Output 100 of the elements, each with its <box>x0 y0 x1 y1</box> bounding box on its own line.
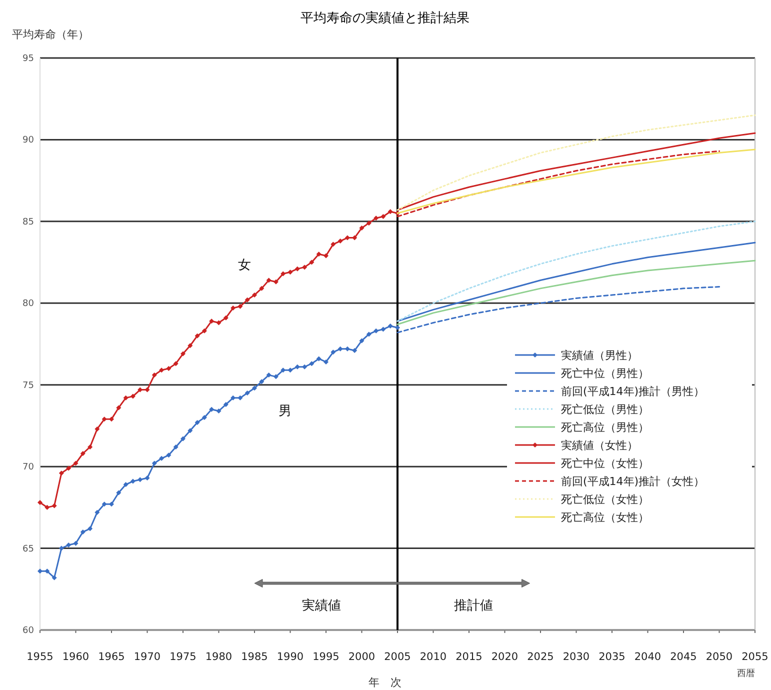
point <box>123 482 128 488</box>
point <box>359 225 364 230</box>
point <box>102 416 107 422</box>
point <box>138 477 143 482</box>
x-tick-label: 2010 <box>420 651 447 663</box>
x-tick-label: 1960 <box>62 651 90 663</box>
legend-label: 前回(平成14年)推計（男性） <box>561 385 705 398</box>
x-tick-label: 1980 <box>205 651 232 663</box>
point <box>88 444 93 450</box>
x-tick-label: 2035 <box>598 651 626 663</box>
y-tick-label: 85 <box>22 217 34 228</box>
point <box>38 568 42 574</box>
point <box>338 346 343 352</box>
point <box>44 504 50 510</box>
point <box>166 452 172 458</box>
point <box>259 286 264 291</box>
point <box>94 510 100 515</box>
point <box>173 361 178 366</box>
point <box>188 343 193 348</box>
point <box>216 320 222 326</box>
point <box>159 456 164 461</box>
x-tick-label: 2025 <box>527 651 554 663</box>
annotation: 男 <box>278 404 292 419</box>
point <box>380 214 386 220</box>
point <box>166 366 172 372</box>
point <box>52 503 57 508</box>
x-tick-label: 1970 <box>134 651 161 663</box>
point <box>302 264 308 270</box>
x-tick-label: 2020 <box>491 651 518 663</box>
point <box>309 260 314 265</box>
point <box>273 279 278 284</box>
point <box>109 502 114 507</box>
point <box>194 420 200 425</box>
legend-label: 死亡低位（男性） <box>561 403 649 416</box>
point <box>302 364 308 370</box>
annotation: 推計値 <box>454 598 493 614</box>
point <box>388 324 393 329</box>
chart-title: 平均寿命の実績値と推計結果 <box>300 10 470 26</box>
point <box>288 368 293 373</box>
point <box>52 575 57 580</box>
y-tick-label: 65 <box>22 544 34 554</box>
point <box>359 338 364 344</box>
x-tick-label: 2050 <box>706 651 733 663</box>
legend-label: 死亡中位（女性） <box>561 457 649 470</box>
point <box>380 326 386 332</box>
legend-label: 死亡中位（男性） <box>561 367 649 380</box>
point <box>116 490 122 496</box>
point <box>209 406 214 412</box>
y-tick-label: 75 <box>22 380 34 391</box>
point <box>324 253 328 258</box>
point <box>238 304 243 309</box>
point <box>352 348 358 354</box>
point <box>66 466 72 471</box>
point <box>252 292 257 298</box>
point <box>116 405 122 410</box>
point <box>73 540 78 546</box>
legend-label: 死亡高位（男性） <box>561 421 649 434</box>
point <box>388 209 393 214</box>
point <box>88 526 93 532</box>
point <box>280 271 286 276</box>
point <box>130 394 136 399</box>
point <box>58 470 64 476</box>
y-tick-label: 90 <box>22 136 34 146</box>
point <box>374 216 379 221</box>
point <box>223 315 228 320</box>
point <box>252 386 257 391</box>
point <box>366 332 372 337</box>
x-tick-label: 1955 <box>26 651 54 663</box>
y-axis-title: 平均寿命（年） <box>12 28 89 41</box>
legend-label: 死亡低位（女性） <box>561 493 649 506</box>
y-tick-label: 70 <box>22 462 34 473</box>
point <box>294 266 300 272</box>
annotation: 実績値 <box>302 597 342 614</box>
point <box>180 436 186 442</box>
x-tick-label: 1990 <box>276 651 304 663</box>
x-tick-label: 2055 <box>742 651 768 663</box>
annotation: 女 <box>238 258 251 273</box>
x-axis-title: 年 次 <box>368 676 402 689</box>
point <box>374 328 379 334</box>
point <box>288 270 293 275</box>
x-tick-label: 1985 <box>241 651 268 663</box>
point <box>294 364 300 370</box>
point <box>266 372 272 378</box>
x-tick-label: 1975 <box>170 651 196 663</box>
point <box>244 390 250 396</box>
y-tick-label: 60 <box>22 626 34 636</box>
point <box>330 242 336 247</box>
legend-label: 実績値（男性） <box>561 349 638 362</box>
point <box>152 460 157 466</box>
point <box>338 238 343 244</box>
point <box>395 325 400 330</box>
point <box>202 415 207 420</box>
point <box>223 402 228 407</box>
x-tick-label: 1965 <box>98 651 125 663</box>
point <box>102 502 107 507</box>
point <box>230 306 236 311</box>
y-tick-label: 95 <box>22 54 34 64</box>
point <box>330 350 336 355</box>
point <box>109 416 114 422</box>
x-tick-label: 2045 <box>670 651 697 663</box>
